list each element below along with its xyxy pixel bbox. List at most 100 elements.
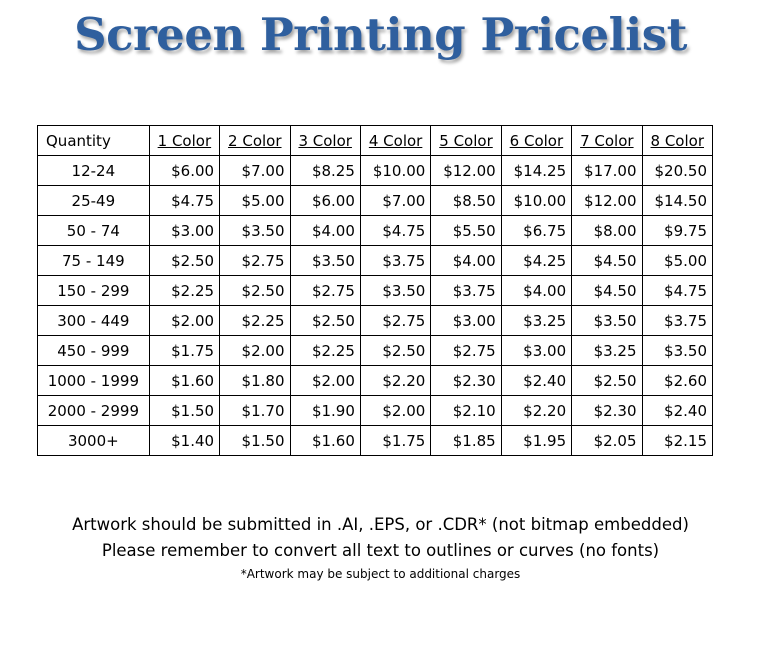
price-cell: $2.75 <box>219 245 291 276</box>
table-row: 300 - 449 $2.00 $2.25 $2.50 $2.75 $3.00 $3.25 $… <box>37 305 714 336</box>
price-cell: $14.50 <box>641 185 714 216</box>
price-cell: $6.00 <box>289 185 361 216</box>
price-cell: $1.85 <box>430 425 502 456</box>
price-cell: $3.25 <box>500 305 573 336</box>
price-cell: $2.50 <box>359 335 432 366</box>
color-count-header: 4 Color <box>359 125 432 156</box>
additional-charges-footnote: *Artwork may be subject to additional ch… <box>240 567 521 581</box>
price-cell: $5.00 <box>219 185 291 216</box>
color-count-header-label: 5 Color <box>439 131 493 150</box>
price-cell: $12.00 <box>571 185 643 216</box>
color-count-header-label: 7 Color <box>580 131 634 150</box>
price-cell: $3.75 <box>430 275 502 306</box>
price-cell: $6.75 <box>500 215 573 246</box>
color-count-header: 5 Color <box>430 125 502 156</box>
price-cell: $2.30 <box>571 395 643 426</box>
price-cell: $2.50 <box>571 365 643 396</box>
color-count-header: 7 Color <box>571 125 643 156</box>
price-cell: $20.50 <box>641 155 714 186</box>
price-cell: $17.00 <box>571 155 643 186</box>
quantity-cell: 450 - 999 <box>37 335 150 366</box>
price-cell: $4.75 <box>359 215 432 246</box>
color-count-header: 1 Color <box>148 125 221 156</box>
price-cell: $3.50 <box>289 245 361 276</box>
price-cell: $2.00 <box>219 335 291 366</box>
header-row: Quantity 1 Color 2 Color 3 Color 4 Color 5 Co… <box>37 125 714 156</box>
price-cell: $4.75 <box>148 185 221 216</box>
table-row: 25-49 $4.75 $5.00 $6.00 $7.00 $8.50 $10.00 $12.… <box>37 185 714 216</box>
price-cell: $2.25 <box>219 305 291 336</box>
price-cell: $5.00 <box>641 245 714 276</box>
price-cell: $2.05 <box>571 425 643 456</box>
price-cell: $1.40 <box>148 425 221 456</box>
table-row: 450 - 999 $1.75 $2.00 $2.25 $2.50 $2.75 $3.00 $… <box>37 335 714 366</box>
price-cell: $2.20 <box>500 395 573 426</box>
quantity-cell: 12-24 <box>37 155 150 186</box>
price-cell: $5.50 <box>430 215 502 246</box>
price-cell: $2.40 <box>500 365 573 396</box>
price-cell: $2.40 <box>641 395 714 426</box>
price-cell: $14.25 <box>500 155 573 186</box>
price-cell: $1.60 <box>289 425 361 456</box>
price-cell: $2.00 <box>148 305 221 336</box>
color-count-header-label: 6 Color <box>509 131 564 150</box>
price-cell: $2.50 <box>289 305 361 336</box>
price-cell: $2.15 <box>641 425 714 456</box>
price-cell: $4.00 <box>430 245 502 276</box>
price-cell: $1.75 <box>359 425 432 456</box>
price-cell: $2.10 <box>430 395 502 426</box>
price-cell: $4.75 <box>641 275 714 306</box>
price-cell: $2.50 <box>219 275 291 306</box>
color-count-header: 2 Color <box>219 125 291 156</box>
price-cell: $2.75 <box>430 335 502 366</box>
price-cell: $1.90 <box>289 395 361 426</box>
price-cell: $2.60 <box>641 365 714 396</box>
price-cell: $4.50 <box>571 275 643 306</box>
price-cell: $4.00 <box>500 275 573 306</box>
price-cell: $3.25 <box>571 335 643 366</box>
quantity-cell: 75 - 149 <box>37 245 150 276</box>
price-cell: $1.80 <box>219 365 291 396</box>
price-cell: $6.00 <box>148 155 221 186</box>
artwork-format-note: Artwork should be submitted in .AI, .EPS… <box>72 515 689 534</box>
price-cell: $1.75 <box>148 335 221 366</box>
price-cell: $1.70 <box>219 395 291 426</box>
price-cell: $2.50 <box>148 245 221 276</box>
price-cell: $3.75 <box>359 245 432 276</box>
price-cell: $2.25 <box>148 275 221 306</box>
price-cell: $7.00 <box>359 185 432 216</box>
price-cell: $8.00 <box>571 215 643 246</box>
price-cell: $2.75 <box>359 305 432 336</box>
quantity-cell: 3000+ <box>37 425 150 456</box>
price-table-body: 12-24 $6.00 $7.00 $8.25 $10.00 $12.00 $14.25 $1… <box>37 155 714 456</box>
quantity-cell: 50 - 74 <box>37 215 150 246</box>
page-title: Screen Printing Pricelist <box>74 8 687 61</box>
outline-text-note: Please remember to convert all text to o… <box>101 541 660 560</box>
table-row: 12-24 $6.00 $7.00 $8.25 $10.00 $12.00 $14.25 $1… <box>37 155 714 186</box>
color-count-header-label: 3 Color <box>298 131 352 150</box>
table-row: 75 - 149 $2.50 $2.75 $3.50 $3.75 $4.00 $4.25 $4… <box>37 245 714 276</box>
price-cell: $10.00 <box>359 155 432 186</box>
price-cell: $9.75 <box>641 215 714 246</box>
price-cell: $3.00 <box>500 335 573 366</box>
price-cell: $3.50 <box>571 305 643 336</box>
price-cell: $10.00 <box>500 185 573 216</box>
table-row: 150 - 299 $2.25 $2.50 $2.75 $3.50 $3.75 $4.00 $… <box>37 275 714 306</box>
price-cell: $1.60 <box>148 365 221 396</box>
table-row: 2000 - 2999 $1.50 $1.70 $1.90 $2.00 $2.10 $2.2… <box>37 395 714 426</box>
price-cell: $4.00 <box>289 215 361 246</box>
table-row: 50 - 74 $3.00 $3.50 $4.00 $4.75 $5.50 $6.75 $8.… <box>37 215 714 246</box>
price-cell: $4.50 <box>571 245 643 276</box>
table-row: 3000+ $1.40 $1.50 $1.60 $1.75 $1.85 $1.95 $2.05… <box>37 425 714 456</box>
artwork-notes: Artwork should be submitted in .AI, .EPS… <box>0 512 761 584</box>
price-table-header: Quantity 1 Color 2 Color 3 Color 4 Color 5 Co… <box>37 125 714 156</box>
quantity-cell: 2000 - 2999 <box>37 395 150 426</box>
quantity-cell: 150 - 299 <box>37 275 150 306</box>
price-cell: $3.75 <box>641 305 714 336</box>
table-row: 1000 - 1999 $1.60 $1.80 $2.00 $2.20 $2.30 $2.4… <box>37 365 714 396</box>
quantity-cell: 300 - 449 <box>37 305 150 336</box>
price-cell: $1.50 <box>148 395 221 426</box>
color-count-header-label: 8 Color <box>650 131 704 150</box>
price-cell: $2.30 <box>430 365 502 396</box>
price-cell: $2.20 <box>359 365 432 396</box>
